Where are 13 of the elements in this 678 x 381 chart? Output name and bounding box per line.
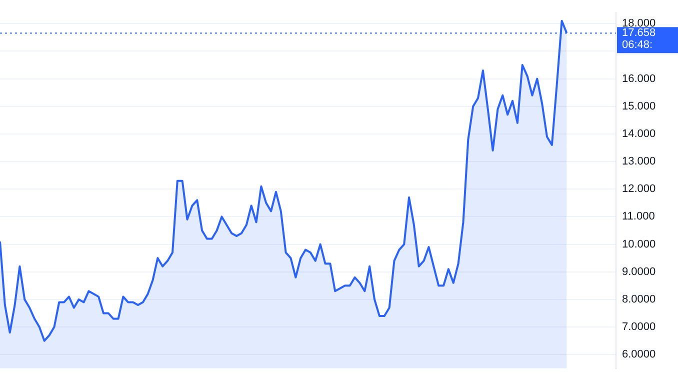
y-tick-label: 9.0000 <box>622 266 656 278</box>
y-tick-label: 15.000 <box>622 100 656 112</box>
y-tick-label: 7.0000 <box>622 321 656 334</box>
y-tick-label: 16.000 <box>622 72 656 85</box>
y-tick-label: 13.000 <box>622 156 656 168</box>
y-tick-label: 6.0000 <box>622 348 656 361</box>
text: 06:48: <box>622 39 653 52</box>
y-tick-label: 8.0000 <box>622 293 656 306</box>
y-tick-label: 10.000 <box>622 238 656 250</box>
y-tick-label: 11.000 <box>622 210 655 223</box>
y-tick-label: 14.000 <box>622 128 656 140</box>
ref-line-label: 17.658 <box>622 27 656 40</box>
y-tick-label: 12.000 <box>622 183 656 196</box>
